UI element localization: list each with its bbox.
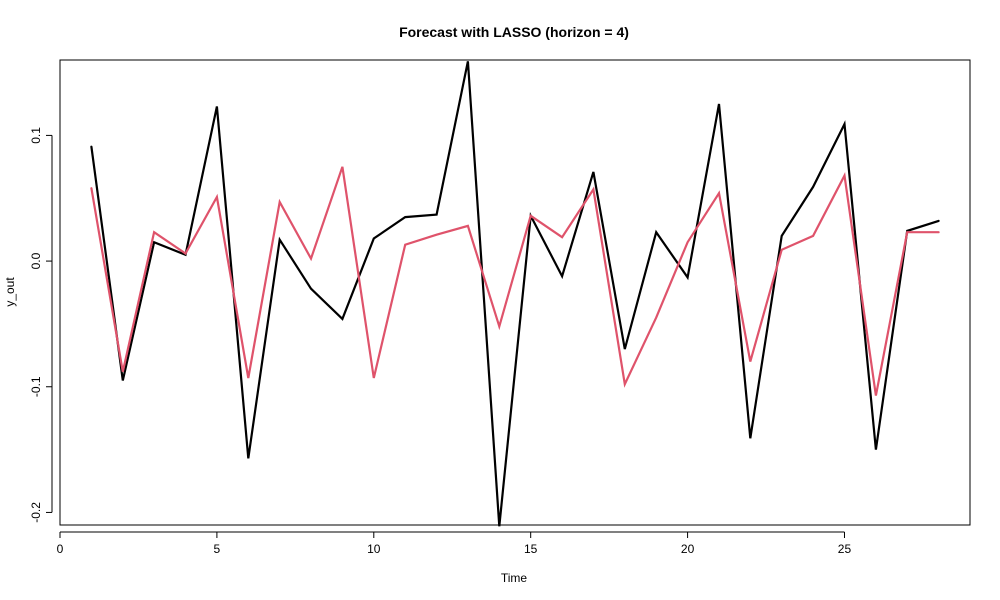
x-axis-label: Time	[501, 571, 528, 585]
x-tick-label: 10	[367, 542, 381, 556]
x-tick-label: 0	[57, 542, 64, 556]
x-tick-label: 5	[214, 542, 221, 556]
series-layer	[90, 61, 940, 527]
y-axis: -0.2 -0.1 0.0 0.1	[29, 127, 53, 523]
series-line-2	[90, 166, 940, 396]
chart-title: Forecast with LASSO (horizon = 4)	[399, 24, 629, 40]
y-tick-label: -0.2	[29, 502, 43, 523]
y-tick-label: 0.0	[29, 252, 43, 269]
x-tick-label: 25	[838, 542, 852, 556]
series-line-1	[90, 61, 940, 527]
x-axis: 0 5 10 15 20 25	[57, 531, 852, 556]
y-tick-label: -0.1	[29, 376, 43, 397]
x-tick-label: 15	[524, 542, 538, 556]
plot-area-border	[59, 59, 971, 526]
y-tick-label: 0.1	[29, 127, 43, 144]
y-axis-label: y_out	[3, 277, 17, 307]
x-tick-label: 20	[681, 542, 695, 556]
